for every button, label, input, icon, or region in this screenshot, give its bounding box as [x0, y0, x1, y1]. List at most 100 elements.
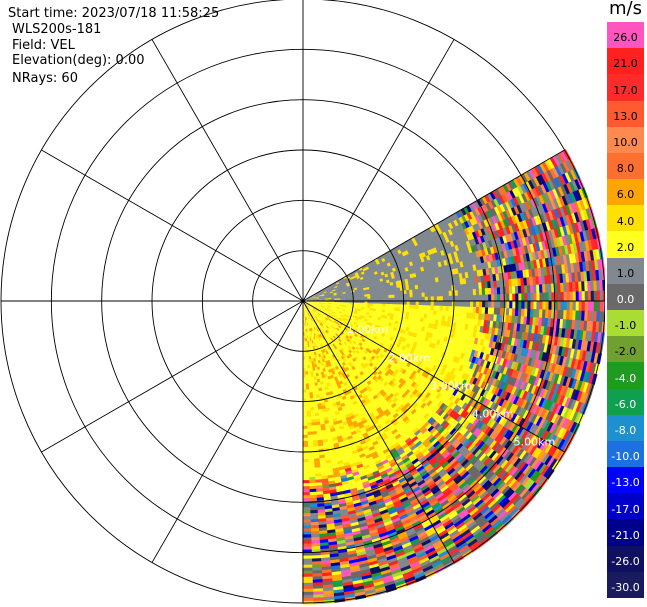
velocity-gate: [383, 520, 393, 527]
velocity-gate: [527, 293, 532, 302]
velocity-gate: [490, 475, 500, 486]
velocity-gate: [406, 492, 416, 500]
velocity-gate: [496, 237, 503, 246]
velocity-gate: [307, 316, 310, 320]
velocity-gate: [436, 291, 441, 297]
velocity-gate: [364, 450, 372, 457]
velocity-gate: [429, 516, 440, 525]
velocity-gate: [457, 358, 464, 366]
velocity-gate: [434, 235, 440, 242]
velocity-gate: [396, 508, 406, 516]
velocity-gate: [441, 383, 449, 391]
velocity-gate: [436, 400, 444, 409]
velocity-gate: [317, 321, 320, 325]
velocity-gate: [433, 463, 442, 472]
velocity-gate: [563, 282, 568, 293]
velocity-gate: [554, 187, 563, 199]
velocity-gate: [376, 292, 380, 297]
velocity-gate: [492, 395, 500, 405]
velocity-gate: [421, 301, 426, 306]
velocity-gate: [321, 317, 325, 321]
velocity-gate: [369, 483, 379, 490]
velocity-gate: [333, 283, 337, 287]
velocity-gate: [311, 294, 316, 297]
velocity-gate: [502, 210, 510, 220]
velocity-gate: [519, 203, 526, 213]
velocity-gate: [546, 400, 554, 412]
velocity-gate: [367, 281, 372, 285]
velocity-gate: [443, 352, 450, 360]
velocity-gate: [316, 328, 320, 333]
velocity-gate: [486, 438, 495, 448]
velocity-gate: [482, 390, 489, 399]
velocity-gate: [429, 418, 437, 427]
velocity-gate: [317, 308, 321, 311]
velocity-gate: [412, 246, 418, 252]
velocity-gate: [510, 232, 517, 242]
velocity-gate: [541, 161, 550, 173]
velocity-gate: [431, 412, 439, 420]
velocity-gate: [306, 310, 308, 314]
velocity-gate: [544, 443, 553, 455]
velocity-gate: [500, 472, 511, 483]
velocity-gate: [317, 324, 321, 328]
velocity-gate: [496, 494, 507, 505]
velocity-gate: [391, 291, 395, 296]
velocity-gate: [474, 429, 483, 439]
velocity-gate: [376, 295, 380, 299]
velocity-gate: [397, 427, 405, 435]
velocity-gate: [402, 350, 408, 356]
velocity-gate: [407, 431, 415, 439]
velocity-gate: [315, 295, 319, 297]
velocity-gate: [328, 298, 332, 300]
velocity-gate: [354, 289, 359, 293]
velocity-gate: [340, 286, 345, 289]
velocity-gate: [520, 489, 531, 501]
velocity-gate: [397, 438, 406, 446]
velocity-gate: [315, 304, 319, 307]
velocity-gate: [429, 248, 436, 255]
velocity-gate: [396, 314, 401, 319]
velocity-gate: [423, 313, 428, 319]
velocity-gate: [554, 301, 559, 311]
velocity-gate: [437, 529, 448, 539]
velocity-gate: [556, 364, 563, 376]
velocity-gate: [326, 307, 331, 310]
velocity-gate: [468, 203, 476, 212]
velocity-gate: [510, 240, 516, 250]
velocity-gate: [368, 286, 373, 290]
velocity-gate: [555, 197, 563, 209]
velocity-gate: [307, 309, 310, 314]
velocity-gate: [578, 241, 585, 253]
velocity-gate: [480, 405, 488, 415]
velocity-gate: [568, 181, 577, 193]
velocity-gate: [358, 301, 362, 304]
velocity-gate: [442, 286, 447, 292]
velocity-gate: [314, 311, 319, 315]
velocity-gate: [454, 390, 462, 399]
velocity-gate: [482, 241, 488, 250]
velocity-gate: [348, 307, 353, 310]
velocity-gate: [343, 283, 348, 287]
velocity-gate: [533, 292, 538, 302]
velocity-gate: [566, 347, 573, 359]
velocity-gate: [450, 552, 463, 562]
velocity-gate: [549, 189, 557, 201]
velocity-gate: [422, 350, 428, 356]
velocity-gate: [477, 221, 484, 230]
velocity-gate: [518, 488, 529, 499]
velocity-gate: [430, 353, 437, 360]
velocity-gate: [383, 450, 392, 458]
velocity-gate: [536, 224, 543, 234]
velocity-gate: [572, 281, 577, 293]
velocity-gate: [570, 378, 578, 390]
velocity-gate: [439, 286, 444, 292]
velocity-gate: [466, 453, 475, 462]
velocity-gate: [446, 408, 454, 416]
velocity-gate: [417, 434, 426, 442]
velocity-gate: [536, 427, 545, 439]
velocity-gate: [503, 487, 513, 498]
velocity-gate: [336, 294, 341, 297]
velocity-gate: [344, 286, 349, 290]
velocity-gate: [452, 389, 459, 397]
